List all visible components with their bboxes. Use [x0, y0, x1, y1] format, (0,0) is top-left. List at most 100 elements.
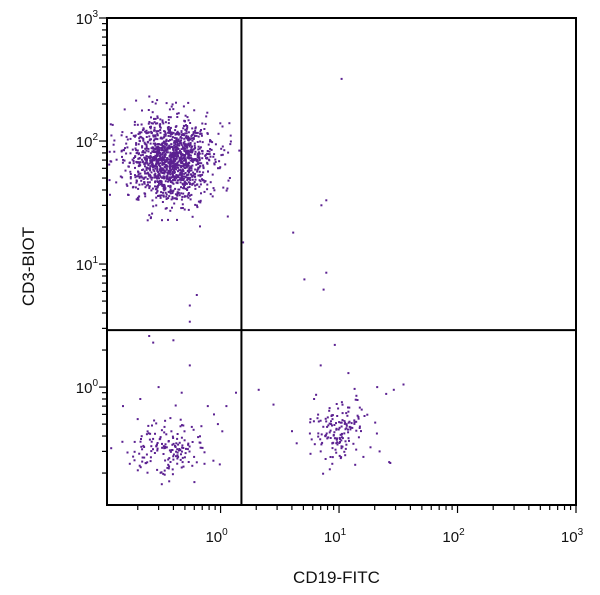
data-point: [185, 161, 188, 164]
data-point: [162, 453, 165, 455]
data-point: [178, 150, 181, 153]
data-point: [152, 448, 154, 451]
data-point: [180, 171, 183, 174]
data-point: [345, 412, 348, 415]
data-point: [140, 175, 143, 178]
data-point: [182, 165, 185, 168]
data-point: [347, 437, 350, 440]
data-point: [145, 166, 148, 169]
data-point: [156, 134, 159, 137]
data-point: [374, 421, 377, 424]
data-point: [167, 180, 169, 183]
data-point: [173, 144, 176, 147]
data-point: [363, 415, 366, 417]
data-point: [191, 134, 194, 136]
data-point: [129, 137, 132, 140]
data-point: [191, 139, 194, 142]
data-point: [152, 135, 155, 138]
data-point: [175, 177, 178, 180]
data-point: [174, 159, 177, 162]
data-point: [217, 167, 219, 170]
data-point: [203, 128, 206, 130]
data-point: [211, 195, 214, 198]
data-point: [155, 159, 158, 161]
data-point: [138, 163, 141, 165]
data-point: [172, 458, 175, 461]
data-point: [149, 152, 152, 155]
data-point: [149, 174, 152, 177]
data-point: [150, 189, 153, 192]
data-point: [163, 146, 166, 149]
data-point: [199, 130, 202, 133]
data-point: [174, 149, 177, 152]
data-point: [149, 460, 152, 463]
data-point: [199, 165, 202, 168]
data-point: [143, 176, 146, 179]
data-point: [159, 118, 162, 121]
data-point: [160, 136, 163, 139]
data-point: [171, 170, 174, 173]
data-point: [150, 450, 153, 453]
data-point: [206, 156, 209, 159]
data-point: [147, 183, 149, 186]
data-point: [126, 451, 129, 454]
data-point: [221, 125, 224, 128]
data-point: [167, 122, 170, 125]
data-point: [151, 212, 154, 215]
data-point: [175, 147, 178, 150]
data-point: [209, 193, 212, 196]
data-point: [136, 175, 138, 178]
data-point: [173, 171, 176, 174]
data-point: [388, 461, 391, 464]
data-point: [152, 142, 155, 145]
data-point: [168, 179, 171, 182]
data-point: [331, 424, 333, 427]
data-point: [183, 177, 185, 180]
data-point: [177, 160, 180, 163]
data-point: [171, 172, 174, 175]
data-point: [167, 218, 169, 221]
data-point: [127, 165, 130, 168]
data-point: [180, 130, 183, 133]
data-point: [211, 173, 214, 176]
data-point: [201, 178, 203, 181]
data-point: [141, 161, 144, 164]
data-point: [191, 164, 194, 167]
data-point: [166, 177, 169, 180]
data-point: [164, 166, 166, 169]
data-point: [206, 150, 209, 152]
data-point: [338, 436, 341, 439]
data-point: [331, 414, 334, 417]
data-point: [242, 241, 245, 244]
data-point: [151, 100, 154, 103]
data-point: [180, 157, 183, 160]
data-point: [176, 448, 179, 451]
data-point: [181, 176, 184, 179]
data-point: [169, 135, 172, 138]
data-point: [347, 410, 350, 413]
data-point: [181, 172, 184, 175]
data-point: [191, 145, 193, 148]
data-point: [340, 425, 343, 428]
data-point: [146, 181, 149, 184]
data-point: [331, 447, 334, 450]
data-point: [336, 443, 339, 446]
data-point: [182, 127, 185, 130]
data-point: [148, 139, 151, 142]
data-point: [187, 149, 190, 152]
data-point: [376, 386, 379, 389]
data-point: [137, 198, 140, 201]
data-point: [171, 175, 174, 178]
data-point: [162, 175, 165, 178]
data-point: [338, 454, 341, 457]
data-point: [174, 155, 177, 158]
data-point: [187, 196, 190, 199]
data-point: [187, 181, 190, 184]
data-point: [347, 428, 349, 431]
data-point: [154, 154, 157, 157]
data-point: [213, 413, 215, 416]
data-point: [145, 145, 148, 148]
data-point: [182, 147, 185, 150]
data-point: [348, 439, 350, 442]
